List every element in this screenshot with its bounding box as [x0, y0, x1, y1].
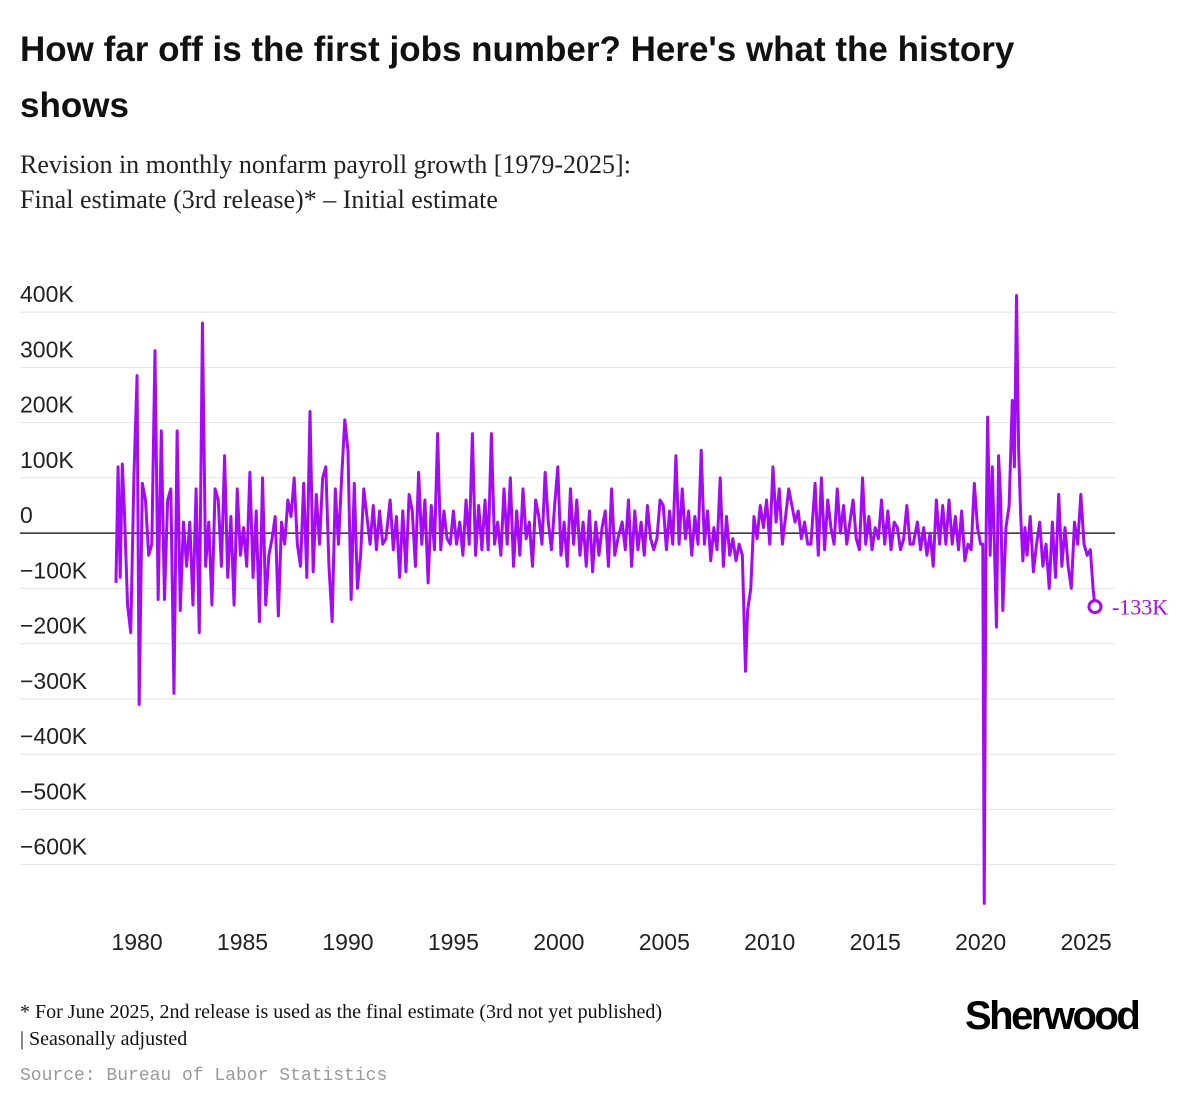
y-tick-label: 0 — [20, 502, 33, 528]
x-tick-label: 1980 — [111, 929, 162, 955]
y-tick-label: −100K — [20, 557, 88, 583]
y-tick-label: −600K — [20, 834, 88, 860]
x-tick-label: 1985 — [217, 929, 268, 955]
x-tick-label: 1995 — [428, 929, 479, 955]
x-tick-label: 2015 — [850, 929, 901, 955]
logo: Sherwood — [965, 994, 1141, 1038]
y-tick-label: 200K — [20, 392, 74, 418]
x-tick-label: 2000 — [533, 929, 584, 955]
y-tick-label: 300K — [20, 336, 74, 362]
x-tick-label: 2010 — [744, 929, 795, 955]
chart-title: How far off is the first jobs number? He… — [20, 30, 1015, 125]
y-tick-label: 100K — [20, 447, 74, 473]
y-tick-label: −300K — [20, 668, 88, 694]
subtitle: Revision in monthly nonfarm payroll grow… — [20, 150, 631, 179]
x-tick-label: 2005 — [639, 929, 690, 955]
footnote: * For June 2025, 2nd release is used as … — [20, 1001, 663, 1023]
x-tick-label: 1990 — [322, 929, 373, 955]
subtitle: Final estimate (3rd release)* – Initial … — [20, 185, 498, 214]
line — [114, 294, 1097, 905]
y-tick-label: −500K — [20, 778, 88, 804]
y-tick-label: −200K — [20, 613, 88, 639]
footnote: | Seasonally adjusted — [20, 1028, 188, 1050]
end-label: -133K — [1112, 595, 1168, 620]
y-tick-label: −400K — [20, 723, 88, 749]
y-tick-label: 400K — [20, 281, 74, 307]
source: Source: Bureau of Labor Statistics — [20, 1066, 388, 1086]
x-tick-label: 2025 — [1061, 929, 1112, 955]
end-marker — [1087, 599, 1103, 615]
x-tick-label: 2020 — [955, 929, 1006, 955]
